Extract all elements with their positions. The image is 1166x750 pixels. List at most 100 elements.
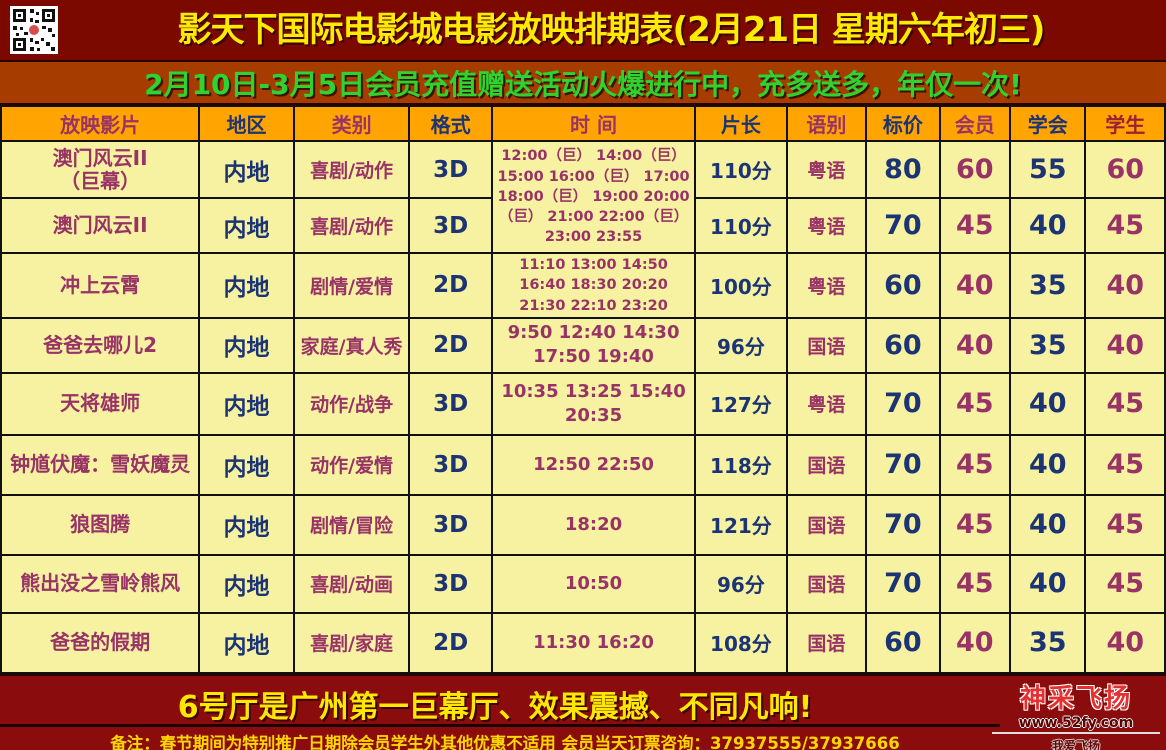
footer-divider: [0, 723, 1000, 727]
region-cell: 内地: [198, 611, 295, 674]
format-cell: 2D: [408, 252, 493, 319]
student-cell: 40: [1084, 611, 1166, 674]
table-row: 爸爸去哪儿2 内地 家庭/真人秀 2D 9:50 12:40 14:30 17:…: [0, 316, 1166, 374]
region-cell: 内地: [198, 252, 295, 319]
member-cell: 40: [938, 252, 1012, 319]
region-cell: 内地: [198, 493, 295, 556]
genre-cell: 喜剧/动作: [292, 140, 411, 199]
student-cell: 45: [1084, 197, 1166, 254]
duration-cell: 100分: [694, 252, 788, 319]
price-cell: 70: [865, 493, 941, 556]
duration-cell: 118分: [694, 433, 788, 496]
genre-cell: 家庭/真人秀: [292, 316, 411, 374]
society-cell: 35: [1009, 316, 1087, 374]
format-cell: 3D: [408, 493, 493, 556]
member-cell: 40: [938, 316, 1012, 374]
table-row: 冲上云霄 内地 剧情/爱情 2D 11:10 13:00 14:50 16:40…: [0, 252, 1166, 319]
movie-cell: 澳门风云II （巨幕）: [0, 140, 201, 199]
brand-logo-website: www.52fy.com: [992, 715, 1160, 734]
student-cell: 45: [1084, 371, 1166, 436]
page-title: 影天下国际电影城电影放映排期表(2月21日 星期六年初三): [177, 10, 1046, 50]
format-cell: 2D: [408, 316, 493, 374]
table-row: 天将雄师 内地 动作/战争 3D 10:35 13:25 15:40 20:35…: [0, 371, 1166, 436]
duration-cell: 108分: [694, 611, 788, 674]
movie-cell: 熊出没之雪岭熊风: [0, 553, 201, 614]
member-cell: 60: [938, 140, 1012, 199]
genre-cell: 喜剧/动作: [292, 197, 411, 254]
format-cell: 2D: [408, 611, 493, 674]
table-row: 爸爸的假期 内地 喜剧/家庭 2D 11:30 16:20 108分 国语 60…: [0, 611, 1166, 674]
movie-cell: 冲上云霄: [0, 252, 201, 319]
member-cell: 40: [938, 611, 1012, 674]
promo-banner-text: 2月10日-3月5日会员充值赠送活动火爆进行中，充多送多，年仅一次!: [144, 67, 1022, 101]
movie-cell: 钟馗伏魔：雪妖魔灵: [0, 433, 201, 496]
col-header-price: 标价: [865, 105, 941, 142]
col-header-format: 格式: [408, 105, 493, 142]
genre-cell: 剧情/冒险: [292, 493, 411, 556]
society-cell: 40: [1009, 371, 1087, 436]
col-header-genre: 类别: [292, 105, 411, 142]
student-cell: 40: [1084, 252, 1166, 319]
movie-cell: 爸爸去哪儿2: [0, 316, 201, 374]
member-cell: 45: [938, 371, 1012, 436]
times-cell: 11:10 13:00 14:50 16:40 18:30 20:20 21:3…: [490, 252, 697, 319]
price-cell: 70: [865, 371, 941, 436]
student-cell: 45: [1084, 493, 1166, 556]
movie-cell: 澳门风云II: [0, 197, 201, 254]
price-cell: 80: [865, 140, 941, 199]
times-cell: 18:20: [490, 493, 697, 556]
times-cell: 12:50 22:50: [490, 433, 697, 496]
format-cell: 3D: [408, 553, 493, 614]
duration-cell: 96分: [694, 316, 788, 374]
duration-cell: 96分: [694, 553, 788, 614]
col-header-movie: 放映影片: [0, 105, 201, 142]
col-header-member: 会员: [938, 105, 1012, 142]
table-row: 澳门风云II 内地 喜剧/动作 3D 110分 粤语 70 45 40 45: [0, 197, 1166, 254]
student-cell: 60: [1084, 140, 1166, 199]
duration-cell: 121分: [694, 493, 788, 556]
language-cell: 国语: [785, 611, 868, 674]
format-cell: 3D: [408, 140, 493, 199]
society-cell: 35: [1009, 252, 1087, 319]
language-cell: 国语: [785, 316, 868, 374]
price-cell: 60: [865, 252, 941, 319]
table-row: 澳门风云II （巨幕） 内地 喜剧/动作 3D 12:00（巨） 14:00（巨…: [0, 140, 1166, 254]
student-cell: 45: [1084, 433, 1166, 496]
duration-cell: 110分: [694, 140, 788, 199]
genre-cell: 喜剧/动画: [292, 553, 411, 614]
movie-cell: 爸爸的假期: [0, 611, 201, 674]
col-header-language: 语别: [785, 105, 868, 142]
society-cell: 35: [1009, 611, 1087, 674]
region-cell: 内地: [198, 316, 295, 374]
member-cell: 45: [938, 493, 1012, 556]
language-cell: 国语: [785, 553, 868, 614]
language-cell: 国语: [785, 493, 868, 556]
times-cell: 11:30 16:20: [490, 611, 697, 674]
times-cell: 12:00（巨） 14:00（巨） 15:00 16:00（巨） 17:00 1…: [490, 140, 697, 254]
col-header-region: 地区: [198, 105, 295, 142]
brand-logo-slogan: 我爱飞扬: [1051, 738, 1100, 750]
times-cell: 9:50 12:40 14:30 17:50 19:40: [490, 316, 697, 374]
region-cell: 内地: [198, 140, 295, 199]
genre-cell: 动作/爱情: [292, 433, 411, 496]
movie-cell: 狼图腾: [0, 493, 201, 556]
member-cell: 45: [938, 553, 1012, 614]
language-cell: 国语: [785, 433, 868, 496]
table-row: 熊出没之雪岭熊风 内地 喜剧/动画 3D 10:50 96分 国语 70 45 …: [0, 553, 1166, 614]
format-cell: 3D: [408, 197, 493, 254]
promo-banner: 2月10日-3月5日会员充值赠送活动火爆进行中，充多送多，年仅一次!: [0, 62, 1166, 105]
movie-cell: 天将雄师: [0, 371, 201, 436]
member-cell: 45: [938, 197, 1012, 254]
language-cell: 粤语: [785, 252, 868, 319]
society-cell: 40: [1009, 197, 1087, 254]
society-cell: 40: [1009, 553, 1087, 614]
brand-logo: 神采飞扬 www.52fy.com 我爱飞扬: [992, 678, 1160, 750]
genre-cell: 动作/战争: [292, 371, 411, 436]
region-cell: 内地: [198, 553, 295, 614]
society-cell: 40: [1009, 493, 1087, 556]
times-cell: 10:35 13:25 15:40 20:35: [490, 371, 697, 436]
times-cell: 10:50: [490, 553, 697, 614]
language-cell: 粤语: [785, 140, 868, 199]
price-cell: 60: [865, 611, 941, 674]
society-cell: 55: [1009, 140, 1087, 199]
